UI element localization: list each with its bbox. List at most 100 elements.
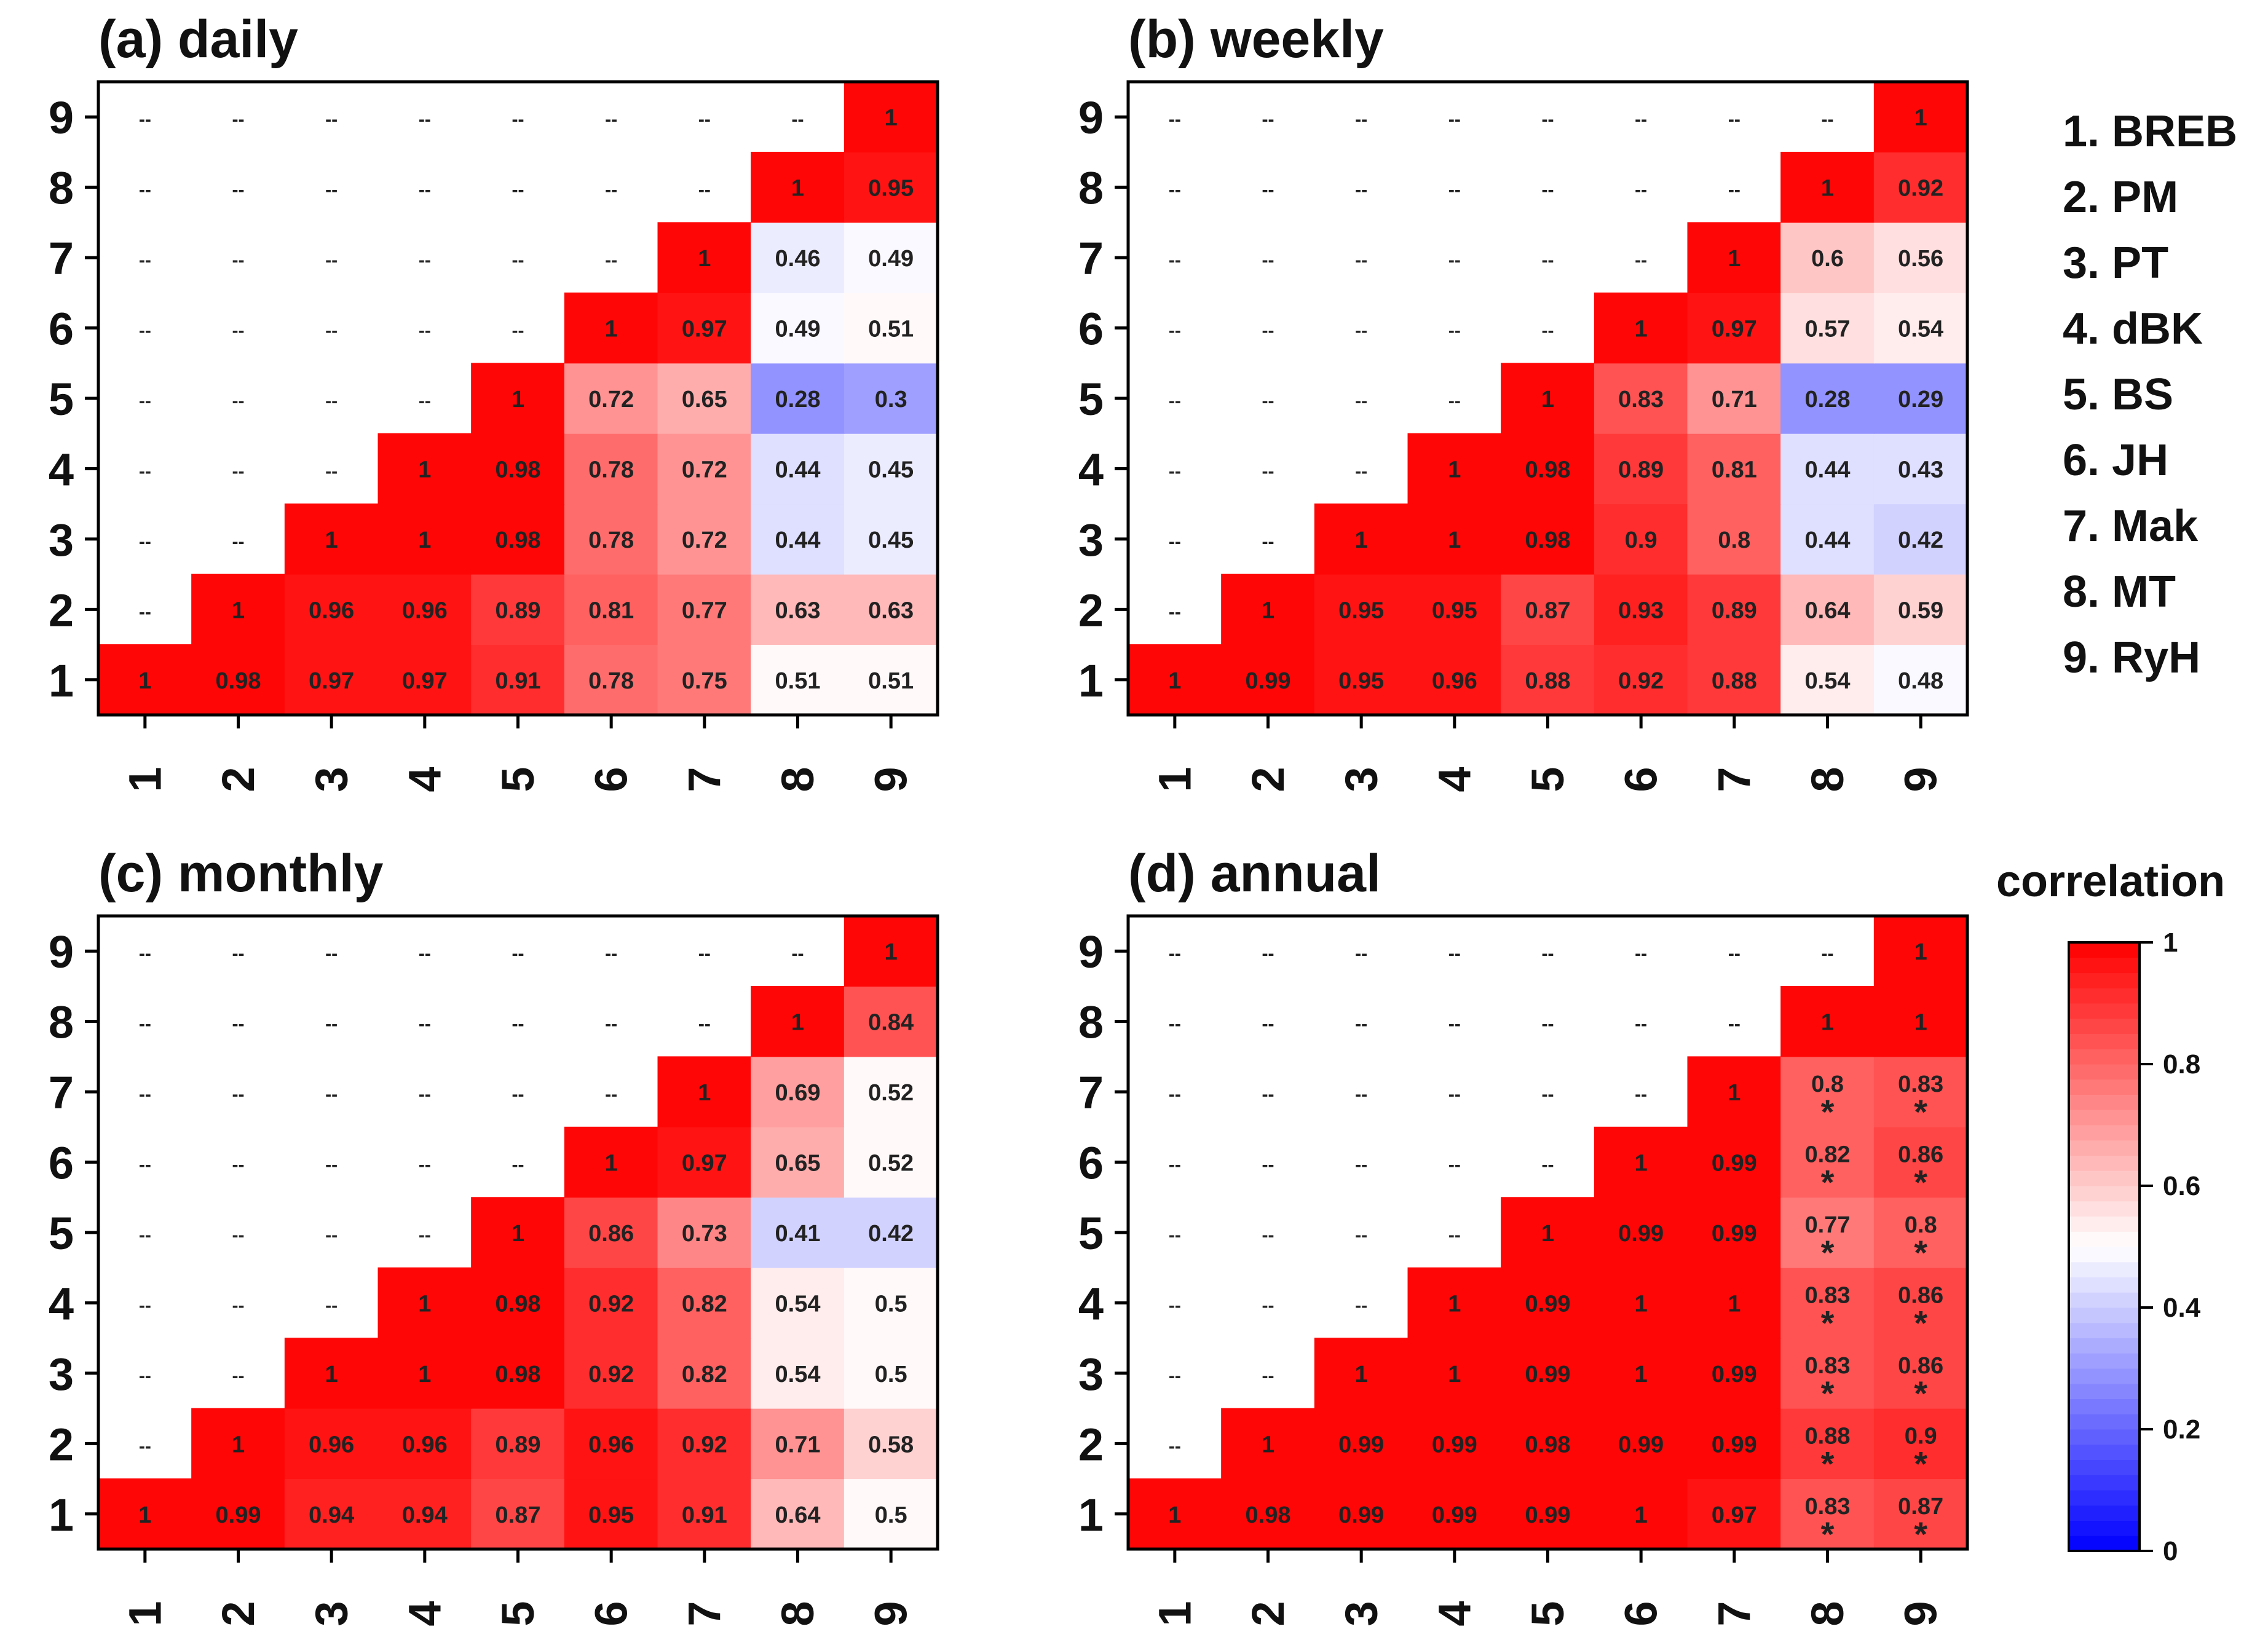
cell-empty: -- <box>1542 250 1554 270</box>
cell-value: 0.29 <box>1898 387 1943 412</box>
heatmap-cell <box>1780 292 1875 364</box>
heatmap-cell <box>1780 1338 1875 1409</box>
x-tick-label: 4 <box>399 1601 450 1626</box>
heatmap-panel: (a) daily 1 0.98 0.97 0.97 0.91 0.78 0.75 0.51 0.… <box>49 10 939 792</box>
cell-value: 0.91 <box>496 668 541 694</box>
heatmap-cell <box>1501 644 1595 716</box>
cell-empty: -- <box>232 1155 245 1175</box>
heatmap-cell <box>1594 292 1688 364</box>
y-tick-label: 7 <box>49 1067 74 1118</box>
colorbar-tick-label: 0.2 <box>2163 1414 2200 1445</box>
cell-value: 0.82 <box>1805 1142 1851 1168</box>
cell-value: 1 <box>1448 457 1461 483</box>
heatmap-cell <box>1128 1478 1222 1550</box>
cell-empty: -- <box>232 321 245 341</box>
significance-star: * <box>1821 1163 1835 1202</box>
cell-empty: -- <box>1448 250 1461 270</box>
cell-value: 0.58 <box>868 1432 914 1458</box>
y-tick-label: 5 <box>49 374 74 425</box>
x-tick-label: 4 <box>1429 767 1480 792</box>
heatmap-cell <box>1594 1197 1688 1268</box>
colorbar: correlation 0 0.2 0.4 0.6 0.8 1 <box>1996 857 2225 1566</box>
cell-value: 1 <box>1821 176 1834 202</box>
heatmap-cell <box>1780 503 1875 575</box>
heatmap-cell <box>1407 1338 1502 1409</box>
heatmap-cell <box>844 915 938 987</box>
heatmap-cell <box>1687 433 1782 505</box>
cell-value: 0.99 <box>1432 1502 1477 1528</box>
cell-empty: -- <box>1262 250 1274 270</box>
y-tick-label: 2 <box>49 585 74 636</box>
cell-value: 1 <box>1168 1502 1181 1528</box>
x-tick-label: 5 <box>1522 1601 1573 1626</box>
cell-empty: -- <box>325 944 338 964</box>
heatmap-cell <box>564 1478 658 1550</box>
y-tick-label: 9 <box>49 92 74 143</box>
cell-value: 0.97 <box>1712 1502 1757 1528</box>
cell-empty: -- <box>419 1155 431 1175</box>
cell-value: 0.43 <box>1898 457 1943 483</box>
cell-value: 0.83 <box>1805 1494 1851 1520</box>
cell-value: 0.42 <box>868 1221 914 1247</box>
cell-empty: -- <box>1262 109 1274 130</box>
cell-value: 0.65 <box>682 387 727 412</box>
heatmap-cell <box>1873 644 1968 716</box>
cell-empty: -- <box>1635 944 1647 964</box>
heatmap-cell <box>751 151 845 223</box>
y-tick-label: 6 <box>1078 1138 1104 1189</box>
cell-empty: -- <box>1169 109 1181 130</box>
cell-value: 1 <box>1541 387 1554 412</box>
heatmap-cell <box>1873 574 1968 645</box>
heatmap-cell <box>844 644 938 716</box>
cell-value: 0.5 <box>875 1502 907 1528</box>
cell-value: 0.51 <box>868 668 914 694</box>
heatmap-cell <box>1407 503 1502 575</box>
colorbar-segment <box>2069 1140 2140 1156</box>
cell-empty: -- <box>139 109 151 130</box>
cell-empty: -- <box>1635 180 1647 200</box>
cell-value: 0.72 <box>682 457 727 483</box>
cell-empty: -- <box>1355 944 1367 964</box>
cell-empty: -- <box>605 180 617 200</box>
heatmap-cell <box>1594 1408 1688 1480</box>
x-tick-label: 8 <box>1802 767 1853 792</box>
x-tick-label: 7 <box>679 767 730 792</box>
cell-empty: -- <box>605 1084 617 1105</box>
cell-empty: -- <box>325 1295 338 1316</box>
heatmap-cell <box>844 503 938 575</box>
cell-value: 0.78 <box>588 457 634 483</box>
cell-empty: -- <box>512 321 524 341</box>
cell-value: 0.73 <box>682 1221 727 1247</box>
cell-empty: -- <box>1355 1295 1367 1316</box>
cell-value: 1 <box>1914 105 1927 131</box>
y-tick-label: 5 <box>1078 1208 1104 1259</box>
cell-empty: -- <box>232 1295 245 1316</box>
heatmap-cell <box>751 1197 845 1268</box>
heatmap-cell <box>844 1338 938 1409</box>
x-tick-label: 4 <box>1429 1601 1480 1626</box>
cell-value: 0.99 <box>216 1502 261 1528</box>
heatmap-cell <box>657 222 752 293</box>
heatmap-cell <box>751 292 845 364</box>
colorbar-segment <box>2069 1459 2140 1475</box>
heatmap-cell <box>1594 1267 1688 1339</box>
cell-empty: -- <box>325 180 338 200</box>
y-tick-label: 8 <box>49 163 74 214</box>
cell-value: 0.77 <box>1805 1212 1851 1238</box>
heatmap-cell <box>657 1126 752 1198</box>
colorbar-segment <box>2069 1048 2140 1065</box>
cell-empty: -- <box>1448 109 1461 130</box>
cell-value: 0.96 <box>1432 668 1477 694</box>
cell-value: 0.97 <box>682 1151 727 1177</box>
heatmap-cell <box>657 1408 752 1480</box>
cell-value: 1 <box>512 1221 524 1247</box>
heatmap-cell <box>1873 292 1968 364</box>
cell-value: 0.97 <box>682 317 727 342</box>
heatmap-cell <box>98 1478 192 1550</box>
heatmap-cell <box>1873 915 1968 987</box>
cell-empty: -- <box>1262 180 1274 200</box>
x-tick-label: 8 <box>772 1601 823 1626</box>
cell-value: 0.98 <box>1246 1502 1291 1528</box>
heatmap-cell <box>377 1338 472 1409</box>
cell-value: 1 <box>698 246 711 272</box>
